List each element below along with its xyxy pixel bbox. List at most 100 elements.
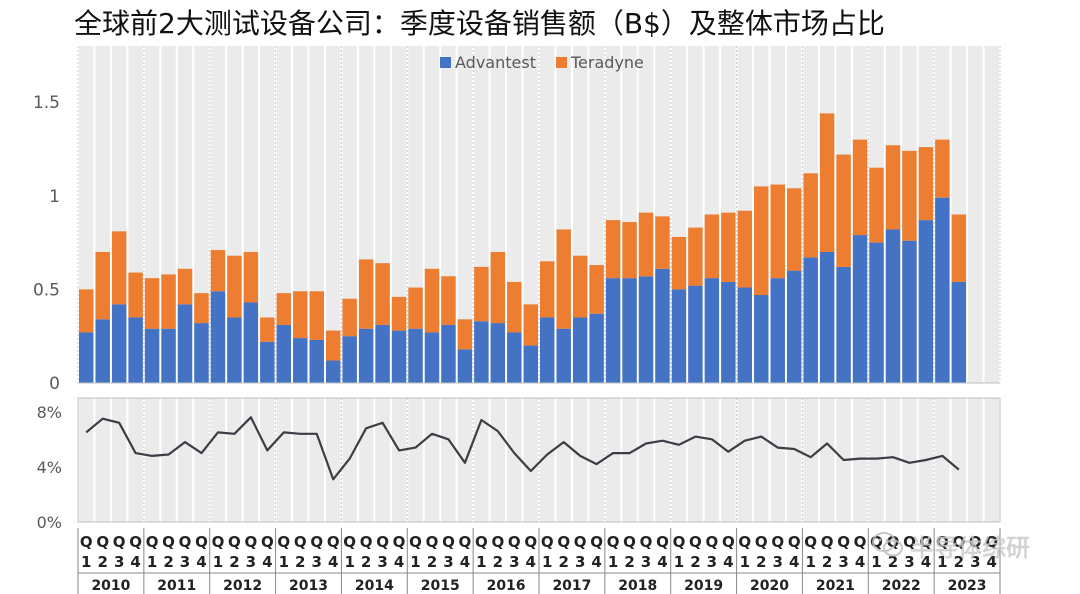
shade-stripe <box>177 398 193 522</box>
x-tick-quarter-number: 3 <box>773 553 783 571</box>
shade-stripe <box>902 398 917 522</box>
x-tick-year: 2022 <box>882 578 921 594</box>
y-tick-label: 1 <box>49 187 60 207</box>
bar-teradyne <box>770 184 785 279</box>
x-tick-year: 2023 <box>948 578 987 594</box>
bar-teradyne <box>243 251 259 303</box>
y2-tick-label: 4% <box>37 458 62 477</box>
x-tick-quarter-number: 2 <box>493 553 503 571</box>
x-tick-quarter-number: 1 <box>410 553 420 571</box>
shade-stripe <box>111 398 127 522</box>
x-tick-year: 2018 <box>618 578 657 594</box>
x-tick-year: 2014 <box>355 578 394 594</box>
bar-advantest <box>408 328 423 383</box>
shade-stripe <box>79 398 94 522</box>
bar-teradyne <box>358 259 374 329</box>
x-tick-q: Q <box>491 533 504 551</box>
x-tick-quarter-number: 1 <box>81 553 91 571</box>
x-tick-quarter-number: 2 <box>427 553 437 571</box>
x-tick-quarter-number: 4 <box>394 553 404 571</box>
bar-advantest <box>754 295 769 383</box>
shade-stripe <box>852 398 868 522</box>
bar-teradyne <box>523 304 538 346</box>
bar-teradyne <box>935 139 950 198</box>
x-tick-q: Q <box>195 533 208 551</box>
legend-label-teradyne: Teradyne <box>570 53 644 72</box>
x-tick-quarter-number: 2 <box>624 553 634 571</box>
bar-teradyne <box>885 145 901 230</box>
x-tick-quarter-number: 1 <box>805 553 815 571</box>
bar-advantest <box>721 281 736 383</box>
bar-advantest <box>902 240 917 383</box>
bar-advantest <box>194 323 209 383</box>
bar-advantest <box>918 220 934 383</box>
bar-teradyne <box>688 227 703 286</box>
bar-teradyne <box>325 330 341 361</box>
bar-teradyne <box>638 212 654 277</box>
x-tick-year: 2017 <box>552 578 591 594</box>
x-tick-q: Q <box>146 533 159 551</box>
x-tick-q: Q <box>96 533 109 551</box>
shade-stripe <box>622 398 637 522</box>
bar-advantest <box>243 302 259 383</box>
shade-stripe <box>95 398 110 522</box>
bar-teradyne <box>144 278 160 329</box>
shade-stripe <box>589 398 604 522</box>
bar-advantest <box>95 319 110 383</box>
x-axis-table: Q1Q2Q3Q4Q1Q2Q3Q4Q1Q2Q3Q4Q1Q2Q3Q4Q1Q2Q3Q4… <box>77 528 1001 594</box>
shade-stripe <box>210 398 226 522</box>
x-tick-quarter-number: 2 <box>229 553 239 571</box>
bar-teradyne <box>737 210 753 288</box>
x-tick-q: Q <box>969 533 982 551</box>
x-tick-quarter-number: 3 <box>114 553 124 571</box>
x-tick-quarter-number: 3 <box>707 553 717 571</box>
legend-swatch-advantest <box>440 57 451 68</box>
x-tick-quarter-number: 4 <box>328 553 338 571</box>
x-tick-quarter-number: 2 <box>97 553 107 571</box>
bar-advantest <box>128 317 143 383</box>
x-tick-q: Q <box>277 533 290 551</box>
x-tick-q: Q <box>771 533 784 551</box>
bar-teradyne <box>276 293 292 325</box>
bar-advantest <box>803 257 818 383</box>
bar-teradyne <box>161 274 176 329</box>
bar-teradyne <box>128 272 143 318</box>
shade-stripe <box>227 398 242 522</box>
x-tick-q: Q <box>574 533 587 551</box>
shade-stripe <box>375 398 390 522</box>
x-tick-quarter-number: 2 <box>690 553 700 571</box>
x-tick-q: Q <box>689 533 702 551</box>
x-tick-quarter-number: 4 <box>196 553 206 571</box>
x-tick-q: Q <box>459 533 472 551</box>
bar-advantest <box>144 328 160 383</box>
legend: Advantest Teradyne <box>440 53 644 72</box>
bar-advantest <box>704 278 720 383</box>
bar-advantest <box>457 349 473 383</box>
y2-tick-label: 0% <box>37 513 62 532</box>
x-tick-quarter-number: 2 <box>954 553 964 571</box>
x-tick-q: Q <box>360 533 373 551</box>
bar-teradyne <box>293 291 308 339</box>
shade-stripe <box>391 398 407 522</box>
y-tick-label: 0 <box>49 374 60 394</box>
shade-stripe <box>474 398 489 522</box>
x-tick-q: Q <box>393 533 406 551</box>
bar-teradyne <box>507 281 522 333</box>
bar-teradyne <box>540 261 555 318</box>
shade-stripe <box>638 398 654 522</box>
bar-advantest <box>79 332 94 383</box>
x-tick-quarter-number: 4 <box>987 553 997 571</box>
bar-advantest <box>589 313 604 383</box>
x-tick-quarter-number: 3 <box>838 553 848 571</box>
x-tick-q: Q <box>162 533 175 551</box>
bar-teradyne <box>902 150 917 241</box>
x-tick-quarter-number: 1 <box>674 553 684 571</box>
bar-advantest <box>836 266 851 383</box>
x-tick-q: Q <box>409 533 422 551</box>
bar-teradyne <box>95 251 110 320</box>
x-tick-quarter-number: 1 <box>279 553 289 571</box>
bar-teradyne <box>424 268 440 333</box>
x-tick-q: Q <box>113 533 126 551</box>
shade-stripe <box>935 398 950 522</box>
bar-advantest <box>358 328 374 383</box>
